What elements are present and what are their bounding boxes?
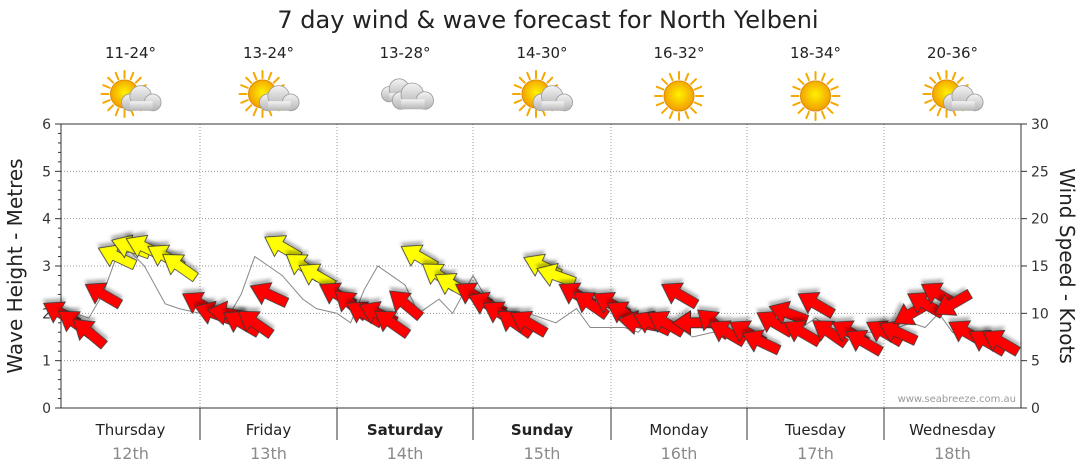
sun-disc xyxy=(800,80,831,112)
left-tick-label: 0 xyxy=(42,401,51,417)
left-tick-label: 3 xyxy=(42,259,51,275)
wind-arrows xyxy=(43,234,1021,357)
day-temperature: 14-30° xyxy=(516,44,567,62)
day-date-label: 17th xyxy=(797,444,834,463)
left-tick-label: 6 xyxy=(42,117,51,133)
wind-arrow xyxy=(84,282,124,310)
day-date-label: 15th xyxy=(524,444,561,463)
wind-arrow xyxy=(374,310,412,339)
right-tick-label: 30 xyxy=(1031,117,1049,133)
left-axis-title: Wave Height - Metres xyxy=(3,158,27,373)
wind-arrow xyxy=(934,288,973,316)
chart-axes: 0 1 2 3 4 5 6 0 5 10 15 20 25 30 xyxy=(42,117,1049,440)
cloud-shape xyxy=(259,85,300,112)
wind-arrow xyxy=(536,262,577,288)
day-temperature: 13-24° xyxy=(243,44,294,62)
right-tick-label: 5 xyxy=(1031,354,1040,370)
wind-arrow xyxy=(510,310,549,338)
day-temperature: 11-24° xyxy=(105,44,156,62)
day-name-label: Tuesday xyxy=(784,421,846,439)
right-tick-label: 0 xyxy=(1031,401,1040,417)
wind-arrow xyxy=(647,310,686,338)
day-labels: Thursday 12th Friday 13th Saturday 14th Sunday… xyxy=(95,421,996,463)
wind-arrow xyxy=(768,300,810,326)
day-name-label: Saturday xyxy=(367,421,444,439)
wind-arrow xyxy=(249,282,290,308)
left-tick-label: 1 xyxy=(42,354,51,370)
sunny-icon xyxy=(790,71,841,121)
right-tick-label: 25 xyxy=(1031,164,1049,180)
day-date-label: 14th xyxy=(387,444,424,463)
sun-rays xyxy=(100,70,149,118)
day-name-label: Monday xyxy=(649,421,708,439)
site-credit: www.seabreeze.com.au xyxy=(898,394,1016,405)
sunny-icon xyxy=(654,71,704,121)
cloud-shape xyxy=(391,82,434,110)
wind-arrow xyxy=(982,329,1021,357)
day-name-label: Thursday xyxy=(95,421,166,439)
wind-arrow xyxy=(72,318,108,350)
left-tick-label: 5 xyxy=(42,164,51,180)
right-tick-label: 20 xyxy=(1031,212,1049,228)
wind-arrow xyxy=(237,310,275,339)
partly-cloudy-icon xyxy=(922,70,984,118)
daily-weather-header: 11-24° 13-24° 13-28° 14-30° 16-32° 18-34° 20-3… xyxy=(100,44,984,121)
day-name-label: Sunday xyxy=(511,421,574,439)
day-name-label: Wednesday xyxy=(909,421,996,439)
day-temperature: 16-32° xyxy=(653,44,704,62)
cloudy-icon xyxy=(381,78,434,110)
wind-arrow xyxy=(389,290,425,322)
right-axis-title: Wind Speed - Knots xyxy=(1055,168,1079,364)
right-tick-label: 15 xyxy=(1031,259,1049,275)
left-tick-label: 4 xyxy=(42,212,51,228)
day-temperature: 20-36° xyxy=(927,44,978,62)
wind-arrow xyxy=(797,292,836,319)
day-date-label: 18th xyxy=(934,444,971,463)
day-temperature: 18-34° xyxy=(790,44,841,62)
day-name-label: Friday xyxy=(246,421,292,439)
partly-cloudy-icon xyxy=(238,70,300,118)
cloud-shape xyxy=(532,85,573,112)
wind-arrow xyxy=(783,320,823,348)
sun-rays xyxy=(790,71,841,121)
day-date-label: 13th xyxy=(250,444,287,463)
sun-rays xyxy=(654,71,704,121)
wind-arrow xyxy=(162,254,199,283)
day-date-label: 16th xyxy=(661,444,698,463)
partly-cloudy-icon xyxy=(512,70,573,118)
day-temperature: 13-28° xyxy=(379,44,430,62)
sun-disc xyxy=(663,80,695,112)
partly-cloudy-icon xyxy=(100,70,162,118)
cloud-shape xyxy=(121,85,162,112)
wind-arrow xyxy=(741,329,782,356)
wind-arrow xyxy=(845,329,884,357)
right-tick-label: 10 xyxy=(1031,306,1049,322)
day-date-label: 12th xyxy=(112,444,149,463)
left-tick-label: 2 xyxy=(42,306,51,322)
wind-arrow xyxy=(661,282,700,310)
cloud-shape xyxy=(943,85,984,112)
chart-title: 7 day wind & wave forecast for North Yel… xyxy=(277,6,818,34)
